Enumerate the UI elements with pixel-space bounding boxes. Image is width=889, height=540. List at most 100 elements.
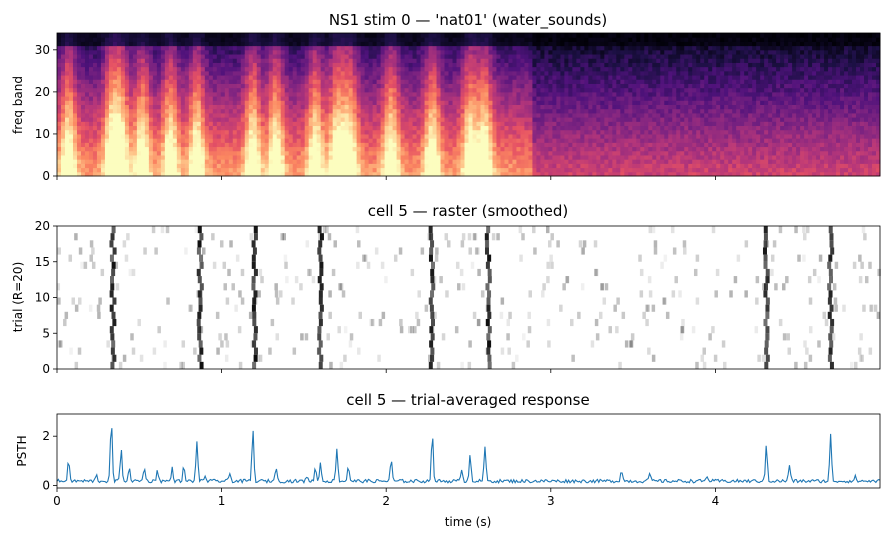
spectrogram-cell — [216, 41, 222, 47]
spectrogram-cell — [120, 96, 126, 101]
spectrogram-cell — [61, 45, 66, 51]
spectrogram-cell — [164, 125, 170, 131]
spectrogram-cell — [400, 133, 406, 139]
spectrogram-cell — [604, 154, 609, 160]
spectrogram-cell — [72, 129, 78, 135]
spectrogram-cell — [496, 70, 501, 76]
spectrogram-cell — [576, 83, 581, 89]
spectrogram-cell — [312, 83, 318, 89]
spectrogram-cell — [480, 142, 485, 148]
spectrogram-cell — [304, 87, 310, 93]
spectrogram-cell — [340, 163, 346, 169]
spectrogram-cell — [64, 62, 70, 68]
spectrogram-cell — [364, 129, 370, 135]
spectrogram-cell — [324, 91, 330, 97]
spectrogram-cell — [212, 117, 218, 122]
spectrogram-cell — [496, 37, 501, 42]
spectrogram-cell — [300, 70, 306, 76]
spectrogram-cell — [432, 133, 438, 139]
spectrogram-cell — [108, 75, 114, 80]
spectrogram-cell — [592, 91, 597, 97]
spectrogram-cell — [544, 54, 549, 59]
spectrogram-cell — [284, 167, 290, 173]
spectrogram-cell — [504, 96, 509, 101]
spectrogram-cell — [528, 129, 533, 135]
spectrogram-cell — [316, 49, 322, 55]
spectrogram-cell — [396, 45, 402, 51]
spectrogram-cell — [436, 142, 442, 148]
spectrogram-cell — [300, 83, 306, 89]
spectrogram-cell — [408, 150, 414, 156]
spectrogram-cell — [148, 87, 154, 93]
spectrogram-cell — [104, 167, 110, 173]
spectrogram-cell — [328, 121, 334, 127]
spectrogram-cell — [480, 112, 485, 118]
spectrogram-cell — [544, 33, 549, 38]
spectrogram-cell — [180, 171, 186, 177]
spectrogram-cell — [592, 45, 597, 51]
spectrogram-cell — [312, 49, 318, 55]
spectrogram-cell — [340, 121, 346, 127]
spectrogram-cell — [440, 37, 446, 42]
spectrogram-cell — [356, 108, 362, 114]
spectrogram-cell — [636, 142, 641, 148]
spectrogram-cell — [260, 49, 266, 55]
spectrogram-cell — [268, 37, 274, 42]
spectrogram-cell — [204, 125, 210, 131]
spectrogram-cell — [232, 121, 238, 127]
spectrogram-cell — [596, 171, 601, 177]
spectrogram-cell — [476, 129, 481, 135]
spectrogram-cell — [280, 79, 286, 84]
spectrogram-cell — [544, 129, 549, 135]
spectrogram-cell — [616, 163, 621, 169]
spectrogram-cell — [352, 45, 358, 51]
spectrogram-cell — [124, 45, 130, 51]
spectrogram-cell — [568, 37, 573, 42]
spectrogram-cell — [624, 121, 629, 127]
spectrogram-cell — [624, 142, 629, 148]
spectrogram-cell — [528, 45, 533, 51]
spectrogram-cell — [640, 138, 645, 143]
spectrogram-cell — [612, 96, 617, 101]
spectrogram-cell — [284, 154, 290, 160]
spectrogram-cell — [560, 91, 565, 97]
spectrogram-cell — [76, 58, 82, 63]
spectrogram-cell — [484, 96, 489, 101]
spectrogram-cell — [360, 146, 366, 152]
spectrogram-cell — [528, 108, 533, 114]
spectrogram-cell — [348, 117, 354, 122]
spectrogram-cell — [188, 104, 194, 110]
spectrogram-cell — [596, 79, 601, 84]
spectrogram-cell — [148, 154, 154, 160]
spectrogram-cell — [356, 142, 362, 148]
spectrogram-cell — [168, 100, 174, 105]
spectrogram-cell — [276, 49, 282, 55]
spectrogram-cell — [308, 100, 314, 105]
spectrogram-cell — [580, 41, 585, 47]
spectrogram-cell — [424, 133, 430, 139]
spectrogram-cell — [112, 142, 118, 148]
spectrogram-cell — [540, 104, 545, 110]
spectrogram-cell — [112, 58, 118, 63]
spectrogram-cell — [520, 142, 525, 148]
spectrogram-cell — [292, 112, 298, 118]
spectrogram-cell — [232, 41, 238, 47]
spectrogram-cell — [80, 54, 86, 59]
spectrogram-cell — [136, 133, 142, 139]
spectrogram-cell — [272, 41, 278, 47]
spectrogram-cell — [444, 167, 450, 173]
spectrogram-cell — [192, 83, 198, 89]
spectrogram-cell — [332, 112, 338, 118]
spectrogram-cell — [512, 100, 517, 105]
spectrogram-cell — [476, 146, 481, 152]
spectrogram-cell — [432, 83, 438, 89]
spectrogram-cell — [428, 108, 434, 114]
spectrogram-cell — [612, 146, 617, 152]
spectrogram-cell — [116, 49, 122, 55]
spectrogram-cell — [196, 87, 202, 93]
spectrogram-cell — [548, 54, 553, 59]
spectrogram-cell — [204, 96, 210, 101]
spectrogram-cell — [484, 167, 489, 173]
spectrogram-cell — [104, 79, 110, 84]
spectrogram-cell — [424, 41, 430, 47]
